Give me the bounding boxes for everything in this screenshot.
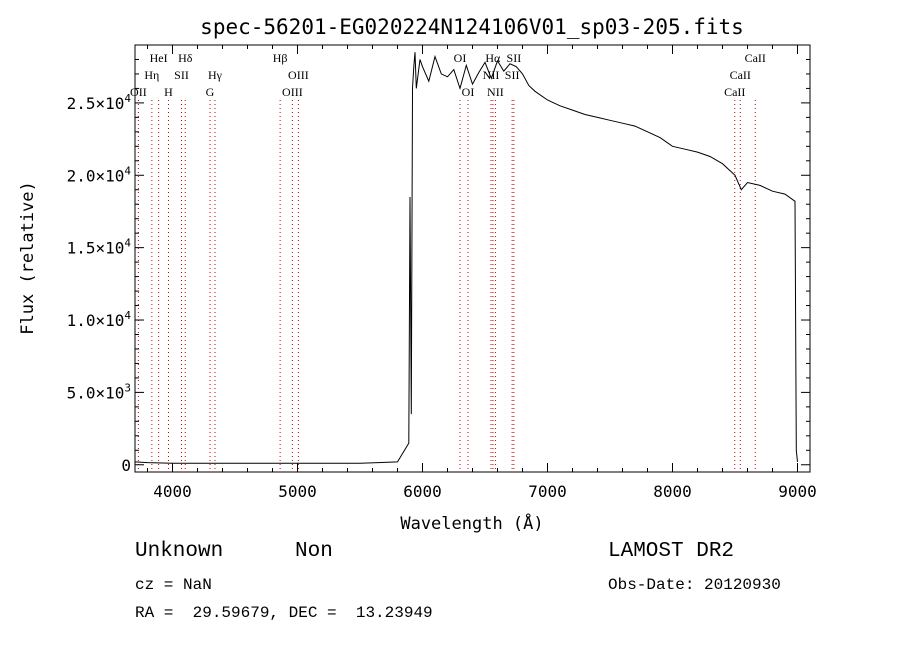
observation-date: Obs-Date: 20120930 [608,576,781,594]
y-tick-label: 0 [121,456,131,475]
spectral-line-label: OIII [282,85,303,99]
spectral-line-label: Hδ [178,51,193,65]
spectral-line-label: CaII [730,68,751,82]
x-tick-label: 4000 [153,482,192,501]
spectrum-line [134,52,798,464]
spectral-line-label: Hβ [273,51,288,65]
spectral-line-label: G [206,85,215,99]
spectral-line-label: SII [505,68,520,82]
axis-layer: 4000 5000 6000 7000 8000 9000 0 5.0×103 1.0×104 1… [67,45,817,501]
x-tick-label: 7000 [528,482,567,501]
line-marker-layer [137,100,756,472]
x-tick-label: 8000 [653,482,692,501]
x-tick-label: 6000 [403,482,442,501]
y-tick-label: 2.5×104 [67,92,132,113]
spectral-line-label: OI [462,85,475,99]
coordinates: RA = 29.59679, DEC = 13.23949 [135,604,433,622]
subclass-label: Non [295,540,333,563]
spectral-line-label: NII [483,68,500,82]
spectral-line-label: OIII [288,68,309,82]
y-tick-label: 2.0×104 [67,164,132,185]
spectral-line-label: SII [507,51,522,65]
y-tick-label: 1.0×104 [67,309,132,330]
survey-name: LAMOST DR2 [608,540,735,563]
y-tick-label: 1.5×104 [67,237,132,258]
plot-frame [134,44,811,473]
spectral-line-label: Hα [485,51,501,65]
chart-title: spec-56201-EG020224N124106V01_sp03-205.f… [200,15,744,39]
cz-value: cz = NaN [135,576,212,594]
line-label-layer: OIIHηHeIHSIIHδGHγHβOIIIOIIIOIOINIIHαNIIS… [130,51,766,99]
spectral-line-label: OI [454,51,467,65]
x-tick-label: 5000 [278,482,317,501]
spectral-line-label: CaII [745,51,766,65]
x-tick-label: 9000 [778,482,817,501]
spectral-line-label: Hη [144,68,159,82]
y-axis-label: Flux (relative) [18,181,38,335]
spectral-line-label: Hγ [208,68,223,82]
spectral-line-label: OII [130,85,147,99]
spectral-line-label: H [164,85,173,99]
series-layer [134,52,798,464]
spectral-line-label: CaII [724,85,745,99]
class-label: Unknown [135,540,224,563]
spectral-line-label: NII [487,85,504,99]
spectral-line-label: HeI [150,51,168,65]
x-axis-label: Wavelength (Å) [400,512,543,534]
spectral-line-label: SII [174,68,189,82]
y-tick-label: 5.0×103 [67,381,131,402]
